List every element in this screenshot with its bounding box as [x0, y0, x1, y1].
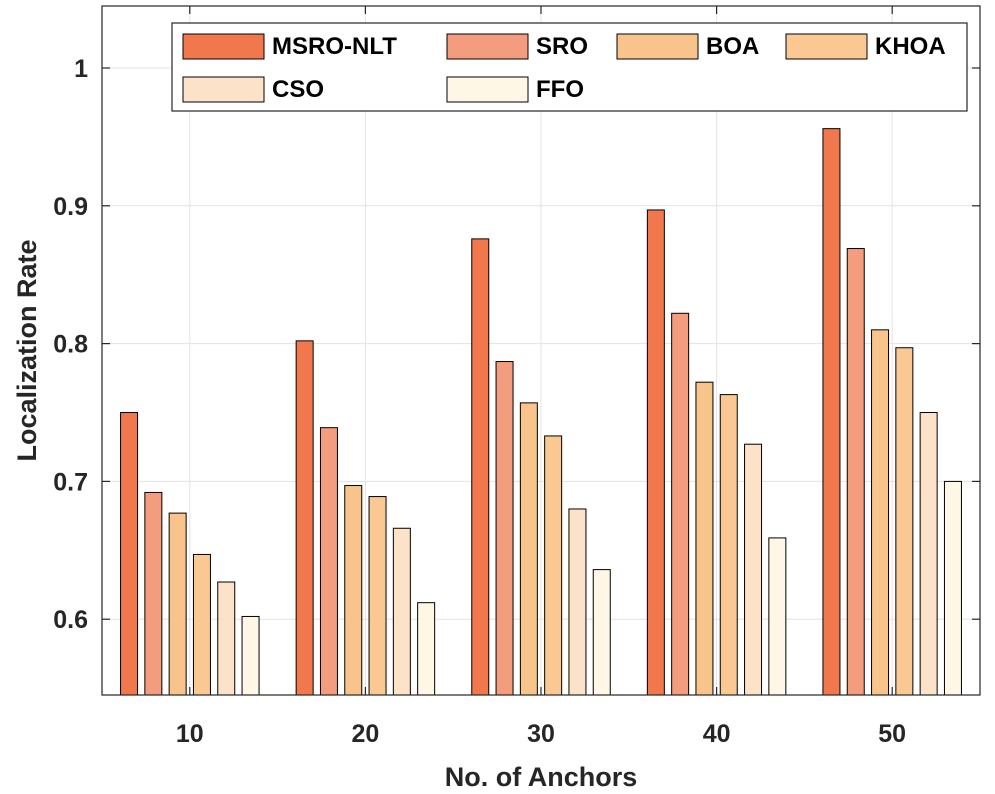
- bar-boa-20: [344, 485, 363, 696]
- x-tick-label: 10: [176, 720, 204, 748]
- bar-msro-nlt-10: [120, 412, 139, 696]
- x-axis-ticks: 10 20 30 40 50: [176, 6, 906, 748]
- bar-khoa-10: [192, 553, 211, 696]
- bar-ffo-10: [241, 615, 260, 696]
- bar-boa-40: [695, 381, 714, 696]
- bar-ffo-20: [417, 602, 436, 696]
- x-axis-label: No. of Anchors: [445, 762, 638, 792]
- bar-ffo-40: [768, 537, 787, 696]
- bar-ffo-50: [943, 480, 962, 696]
- bar-cso-10: [217, 581, 236, 696]
- bar-sro-30: [495, 361, 514, 696]
- bar-khoa-30: [544, 435, 563, 696]
- y-tick-label: 0.9: [53, 193, 88, 221]
- bar-khoa-50: [895, 347, 914, 696]
- legend-item-msro-nlt: MSRO-NLT: [182, 33, 397, 60]
- y-axis-label: Localization Rate: [12, 239, 42, 461]
- y-tick-label: 1: [74, 55, 88, 83]
- bar-msro-nlt-40: [646, 209, 665, 696]
- bar-cso-30: [568, 508, 587, 696]
- legend-item-cso: CSO: [182, 76, 324, 103]
- bar-ffo-30: [592, 569, 611, 696]
- x-tick-label: 40: [703, 720, 731, 748]
- legend-swatch: [785, 33, 868, 60]
- legend-label: KHOA: [875, 33, 946, 60]
- bar-msro-nlt-50: [822, 128, 841, 696]
- bar-msro-nlt-20: [295, 340, 314, 696]
- bar-msro-nlt-30: [471, 238, 490, 696]
- bar-khoa-40: [719, 394, 738, 696]
- bar-cso-40: [744, 443, 763, 696]
- bar-khoa-20: [368, 496, 387, 696]
- legend-swatch: [616, 33, 699, 60]
- legend-item-ffo: FFO: [446, 76, 584, 103]
- legend-swatch: [446, 33, 529, 60]
- bar-sro-10: [144, 491, 163, 696]
- bar-boa-50: [871, 329, 890, 696]
- x-tick-label: 50: [878, 720, 906, 748]
- legend-label: BOA: [706, 33, 759, 60]
- bar-cso-20: [392, 527, 411, 696]
- legend-swatch: [182, 76, 265, 103]
- y-tick-label: 0.7: [53, 468, 88, 496]
- bar-sro-40: [671, 312, 690, 696]
- y-axis-ticks: 0.6 0.7 0.8 0.9 1: [53, 55, 980, 634]
- bar-cso-50: [919, 412, 938, 696]
- bar-sro-20: [319, 427, 338, 696]
- legend-swatch: [446, 76, 529, 103]
- gridlines: [102, 6, 980, 695]
- legend-label: FFO: [536, 76, 584, 103]
- bar-boa-30: [519, 402, 538, 696]
- legend-swatch: [182, 33, 265, 60]
- legend-item-khoa: KHOA: [785, 33, 946, 60]
- legend-label: SRO: [536, 33, 588, 60]
- y-tick-label: 0.6: [53, 606, 88, 634]
- legend: MSRO-NLT SRO BOA KHOA CSO FFO: [171, 22, 968, 112]
- legend-label: MSRO-NLT: [272, 33, 397, 60]
- bar-sro-50: [846, 248, 865, 696]
- y-tick-label: 0.8: [53, 331, 88, 359]
- x-tick-label: 20: [351, 720, 379, 748]
- legend-item-sro: SRO: [446, 33, 588, 60]
- bar-series: [120, 128, 962, 696]
- legend-label: CSO: [272, 76, 324, 103]
- bar-boa-10: [168, 512, 187, 696]
- legend-item-boa: BOA: [616, 33, 759, 60]
- x-tick-label: 30: [527, 720, 555, 748]
